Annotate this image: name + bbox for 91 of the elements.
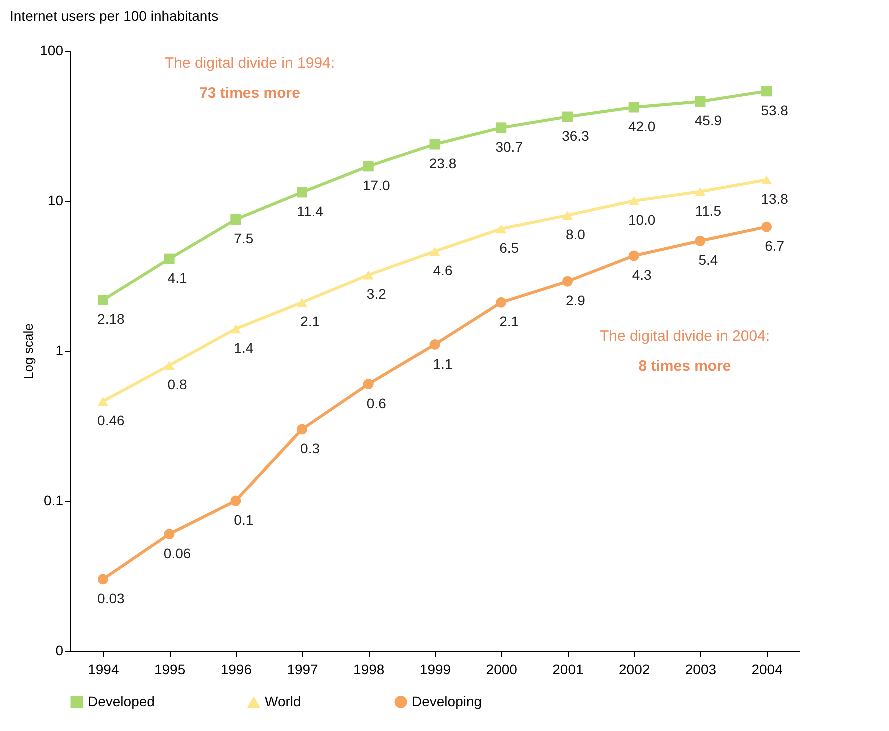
y-tick-label: 100 [40, 42, 64, 58]
point [496, 297, 507, 308]
x-tick-label: 1999 [420, 662, 452, 678]
legend-label: Developing [412, 693, 482, 710]
data-label: 7.5 [234, 230, 254, 247]
point [164, 254, 175, 264]
x-tick-label: 2004 [752, 662, 784, 678]
data-label: 4.1 [168, 270, 188, 286]
point [562, 276, 573, 287]
point [496, 224, 507, 234]
y-tick-label: 0.1 [44, 492, 64, 508]
point [628, 250, 640, 262]
point [562, 112, 573, 122]
data-label: 6.7 [765, 238, 785, 254]
point [762, 86, 772, 97]
x-tick-label: 2003 [685, 662, 717, 678]
data-label: 1.4 [234, 340, 254, 356]
data-label: 11.4 [297, 203, 324, 220]
data-label: 0.3 [300, 440, 320, 456]
data-label: 53.8 [761, 102, 789, 118]
point [628, 196, 640, 206]
data-label: 2.1 [500, 314, 520, 330]
x-tick-label: 1997 [287, 662, 319, 678]
annotation: 73 times more [200, 85, 300, 102]
point [762, 175, 772, 185]
annotation: The digital divide in 2004: [600, 328, 770, 345]
y-axis-title: Log scale [21, 324, 36, 380]
data-label: 45.9 [694, 112, 722, 129]
data-label: 3.2 [366, 286, 387, 302]
data-label: 4.6 [433, 262, 453, 279]
point [230, 324, 242, 334]
point [363, 161, 374, 172]
data-label: 0.06 [164, 545, 192, 562]
y-tick-label: 10 [48, 192, 64, 208]
x-tick-label: 2002 [619, 662, 650, 678]
x-tick-label: 2001 [552, 662, 584, 678]
point [430, 247, 440, 256]
data-label: 10.0 [628, 212, 656, 228]
data-label: 17.0 [363, 177, 390, 194]
point [98, 294, 108, 306]
x-tick-label: 2000 [486, 662, 518, 678]
data-label: 0.6 [366, 395, 387, 412]
data-label: 2.1 [300, 314, 320, 330]
point [297, 298, 308, 308]
y-tick-label: 0 [56, 642, 64, 658]
data-label: 1.1 [433, 356, 453, 372]
data-label: 2.18 [98, 311, 126, 328]
point [628, 102, 640, 113]
data-label: 36.3 [562, 128, 590, 144]
data-label: 13.8 [761, 191, 789, 208]
data-label: 4.3 [632, 266, 652, 283]
point [430, 340, 440, 350]
data-label: 6.5 [500, 240, 520, 256]
x-tick-label: 1998 [354, 662, 385, 678]
data-label: 5.4 [698, 252, 718, 268]
chart-title: Internet users per 100 inhabitants [10, 8, 219, 24]
x-tick-label: 1996 [220, 662, 252, 678]
annotation: The digital divide in 1994: [164, 55, 336, 72]
point [297, 187, 308, 198]
data-label: 0.46 [98, 412, 126, 429]
point [430, 139, 440, 150]
point [695, 236, 706, 246]
data-label: 30.7 [496, 138, 524, 155]
point [230, 214, 242, 225]
point [230, 496, 242, 506]
x-tick-label: 1995 [154, 662, 186, 678]
data-label: 0.8 [168, 376, 188, 393]
point [164, 360, 175, 370]
data-label: 42.0 [628, 118, 656, 135]
point [695, 96, 706, 107]
point [98, 397, 108, 406]
point [98, 574, 108, 585]
point [496, 122, 507, 134]
data-label: 0.03 [98, 590, 126, 606]
legend-label: World [265, 694, 302, 710]
annotation: 8 times more [638, 358, 732, 375]
data-label: 0.1 [234, 512, 254, 528]
legend-label: Developed [88, 693, 155, 710]
point [363, 270, 374, 280]
x-tick-label: 1994 [88, 662, 120, 678]
point [695, 187, 706, 196]
point [762, 222, 772, 232]
data-label: 23.8 [429, 156, 457, 172]
point [363, 379, 374, 390]
point [164, 529, 175, 540]
point [297, 424, 308, 435]
data-label: 11.5 [695, 202, 722, 219]
y-tick-label: 1 [56, 342, 64, 358]
point [562, 210, 573, 220]
data-label: 2.9 [566, 292, 586, 309]
data-label: 8.0 [566, 226, 586, 243]
